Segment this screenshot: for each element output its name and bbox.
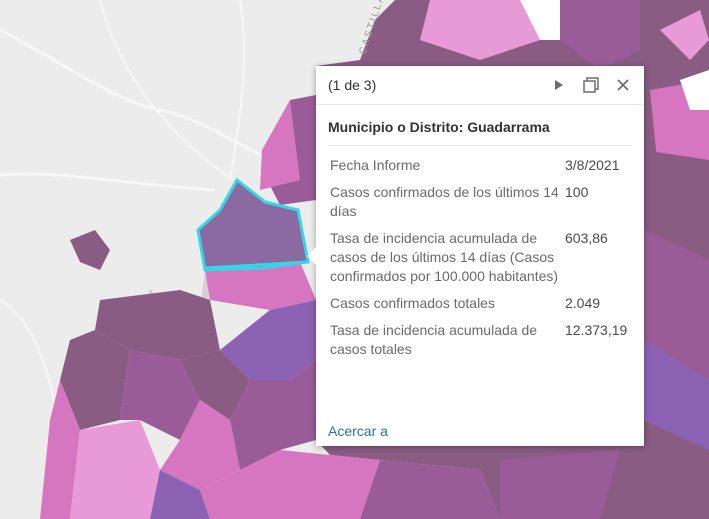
attribute-row: Casos confirmados de los últimos 14 días…	[328, 179, 632, 225]
attribute-value: 100	[565, 184, 589, 200]
attribute-name: Casos confirmados de los últimos 14 días	[330, 184, 559, 219]
attribute-row: Tasa de incidencia acumulada de casos de…	[328, 225, 632, 290]
popup-pager: (1 de 3)	[328, 77, 377, 93]
dock-window-icon	[583, 77, 599, 93]
popup-header: (1 de 3)	[316, 66, 644, 105]
next-feature-button[interactable]	[548, 74, 570, 96]
close-popup-button[interactable]	[612, 74, 634, 96]
play-next-icon	[555, 80, 563, 90]
attribute-name: Casos confirmados totales	[330, 295, 495, 311]
attribute-name: Fecha Informe	[330, 157, 421, 173]
attribute-value: 2.049	[565, 295, 601, 311]
attribute-row: Fecha Informe 3/8/2021	[328, 152, 632, 179]
zoom-to-link[interactable]: Acercar a	[328, 423, 388, 439]
attribute-value: 603,86	[565, 230, 608, 246]
feature-popup: (1 de 3) Municipio o Distrito: Guadarram…	[307, 66, 644, 446]
attribute-name: Tasa de incidencia acumulada de casos to…	[330, 322, 538, 357]
popup-pointer	[307, 246, 317, 266]
close-icon	[617, 79, 629, 91]
popup-title: Municipio o Distrito: Guadarrama	[328, 119, 550, 135]
attribute-value: 3/8/2021	[565, 157, 620, 173]
attribute-row: Tasa de incidencia acumulada de casos to…	[328, 317, 632, 363]
attribute-table: Fecha Informe 3/8/2021 Casos confirmados…	[328, 145, 632, 363]
attribute-value: 12.373,19	[565, 322, 628, 338]
dock-popup-button[interactable]	[580, 74, 602, 96]
attribute-row: Casos confirmados totales 2.049	[328, 290, 632, 317]
attribute-name: Tasa de incidencia acumulada de casos de…	[330, 230, 559, 284]
